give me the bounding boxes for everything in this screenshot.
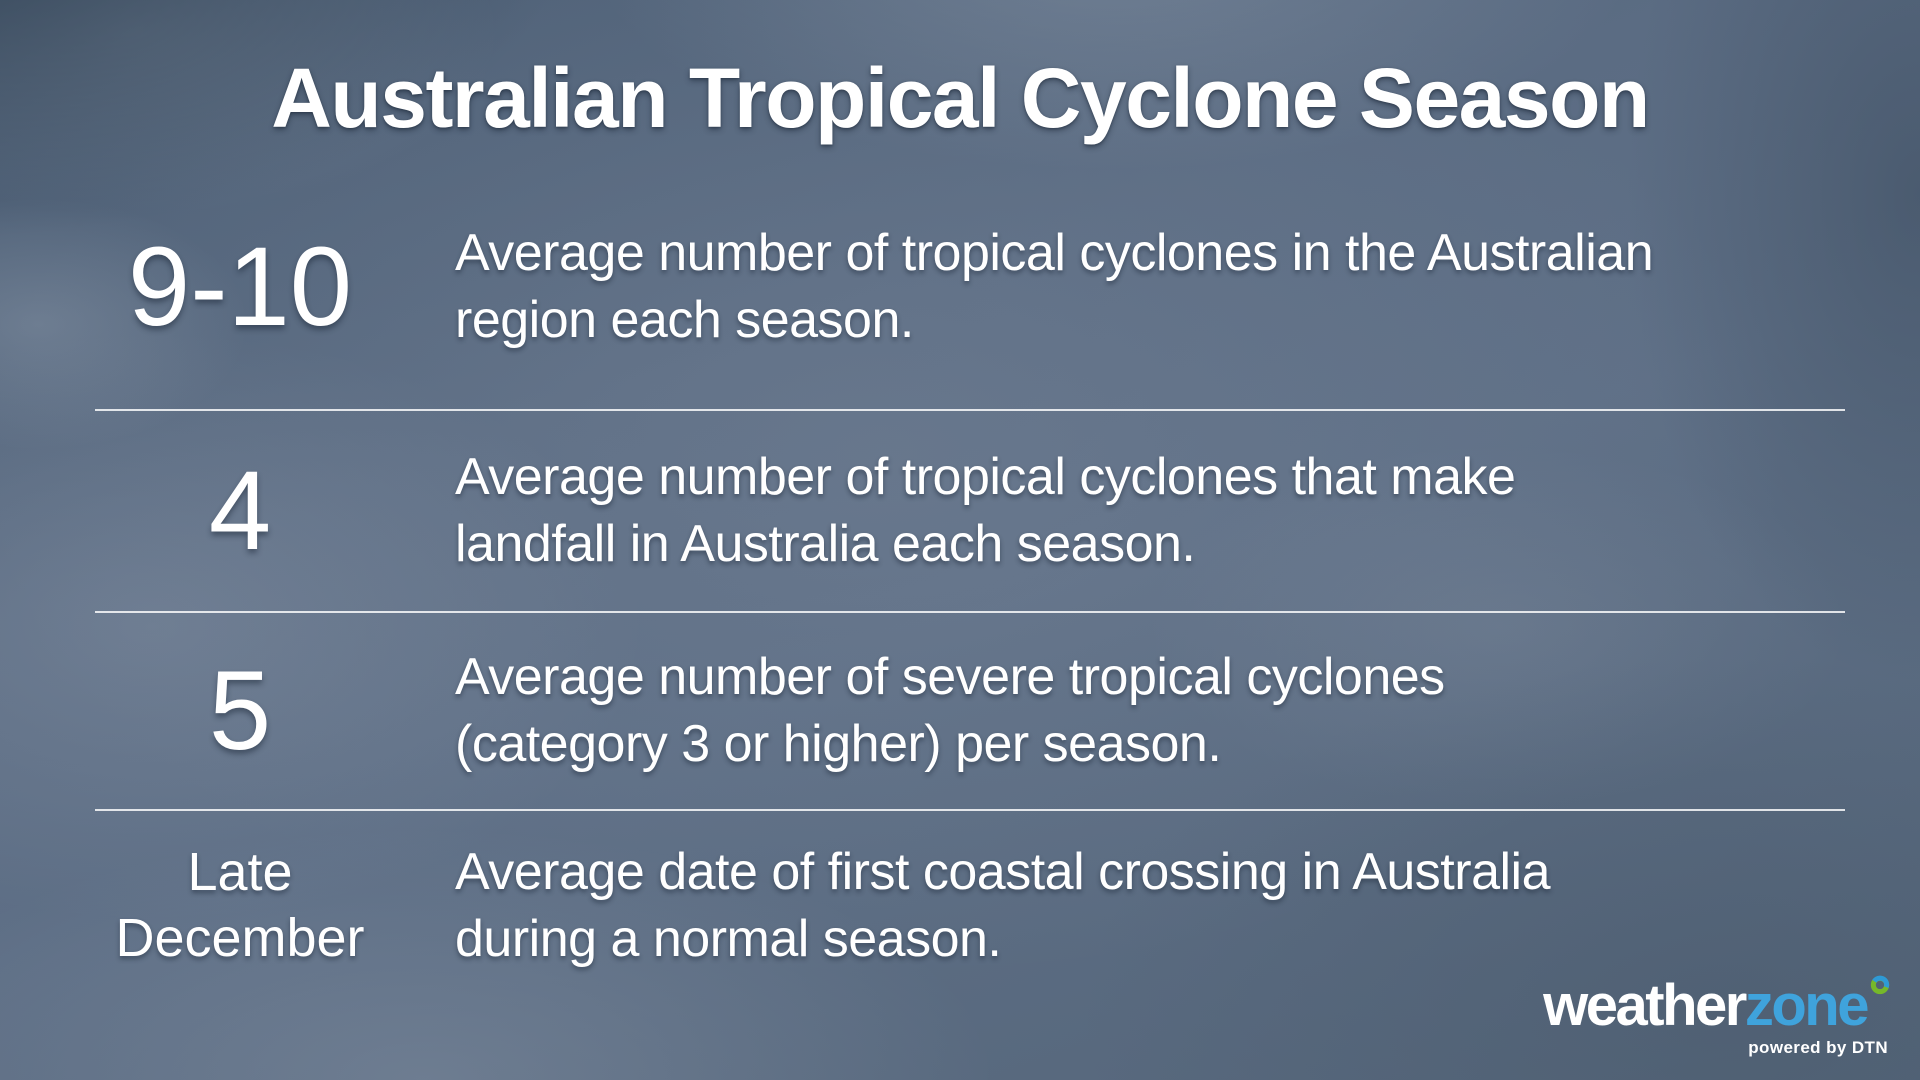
logo-zone-text: zone	[1744, 973, 1870, 1038]
stat-row-first-crossing: Late December Average date of first coas…	[95, 811, 1845, 1001]
stat-row-severe: 5 Average number of severe tropical cycl…	[95, 613, 1845, 811]
weatherzone-logo: weather zone powered by DTN	[1543, 973, 1890, 1058]
logo-tagline: powered by DTN	[1748, 1038, 1888, 1057]
stat-description: Average date of first coastal crossing i…	[455, 839, 1845, 972]
stat-description-line: landfall in Australia each season.	[455, 514, 1196, 573]
stat-description-line: Average date of first coastal crossing i…	[455, 843, 1551, 902]
weatherzone-wordmark: weather zone	[1543, 973, 1890, 1038]
stat-description-line: (category 3 or higher) per season.	[455, 714, 1222, 773]
stat-description-line: Average number of tropical cyclones that…	[455, 448, 1516, 507]
logo-weather-text: weather	[1543, 973, 1747, 1038]
stat-description-line: Average number of tropical cyclones in t…	[455, 224, 1654, 283]
stat-value: 5	[208, 647, 272, 773]
stat-description: Average number of tropical cyclones that…	[455, 444, 1845, 577]
stat-value: Late December	[115, 841, 365, 968]
stat-value: 9-10	[127, 223, 353, 349]
stat-description-line: region each season.	[455, 290, 914, 349]
stats-table: 9-10 Average number of tropical cyclones…	[95, 165, 1845, 1001]
stat-description: Average number of severe tropical cyclon…	[455, 644, 1845, 777]
stat-description-line: during a normal season.	[455, 909, 1002, 968]
page-title: Australian Tropical Cyclone Season	[271, 51, 1650, 145]
stat-description-line: Average number of severe tropical cyclon…	[455, 648, 1445, 707]
stat-value: 4	[208, 447, 272, 573]
stat-row-landfall: 4 Average number of tropical cyclones th…	[95, 411, 1845, 613]
stat-description: Average number of tropical cyclones in t…	[455, 220, 1845, 353]
degree-ring-icon	[1870, 975, 1890, 999]
stat-row-cyclones-per-season: 9-10 Average number of tropical cyclones…	[95, 165, 1845, 411]
